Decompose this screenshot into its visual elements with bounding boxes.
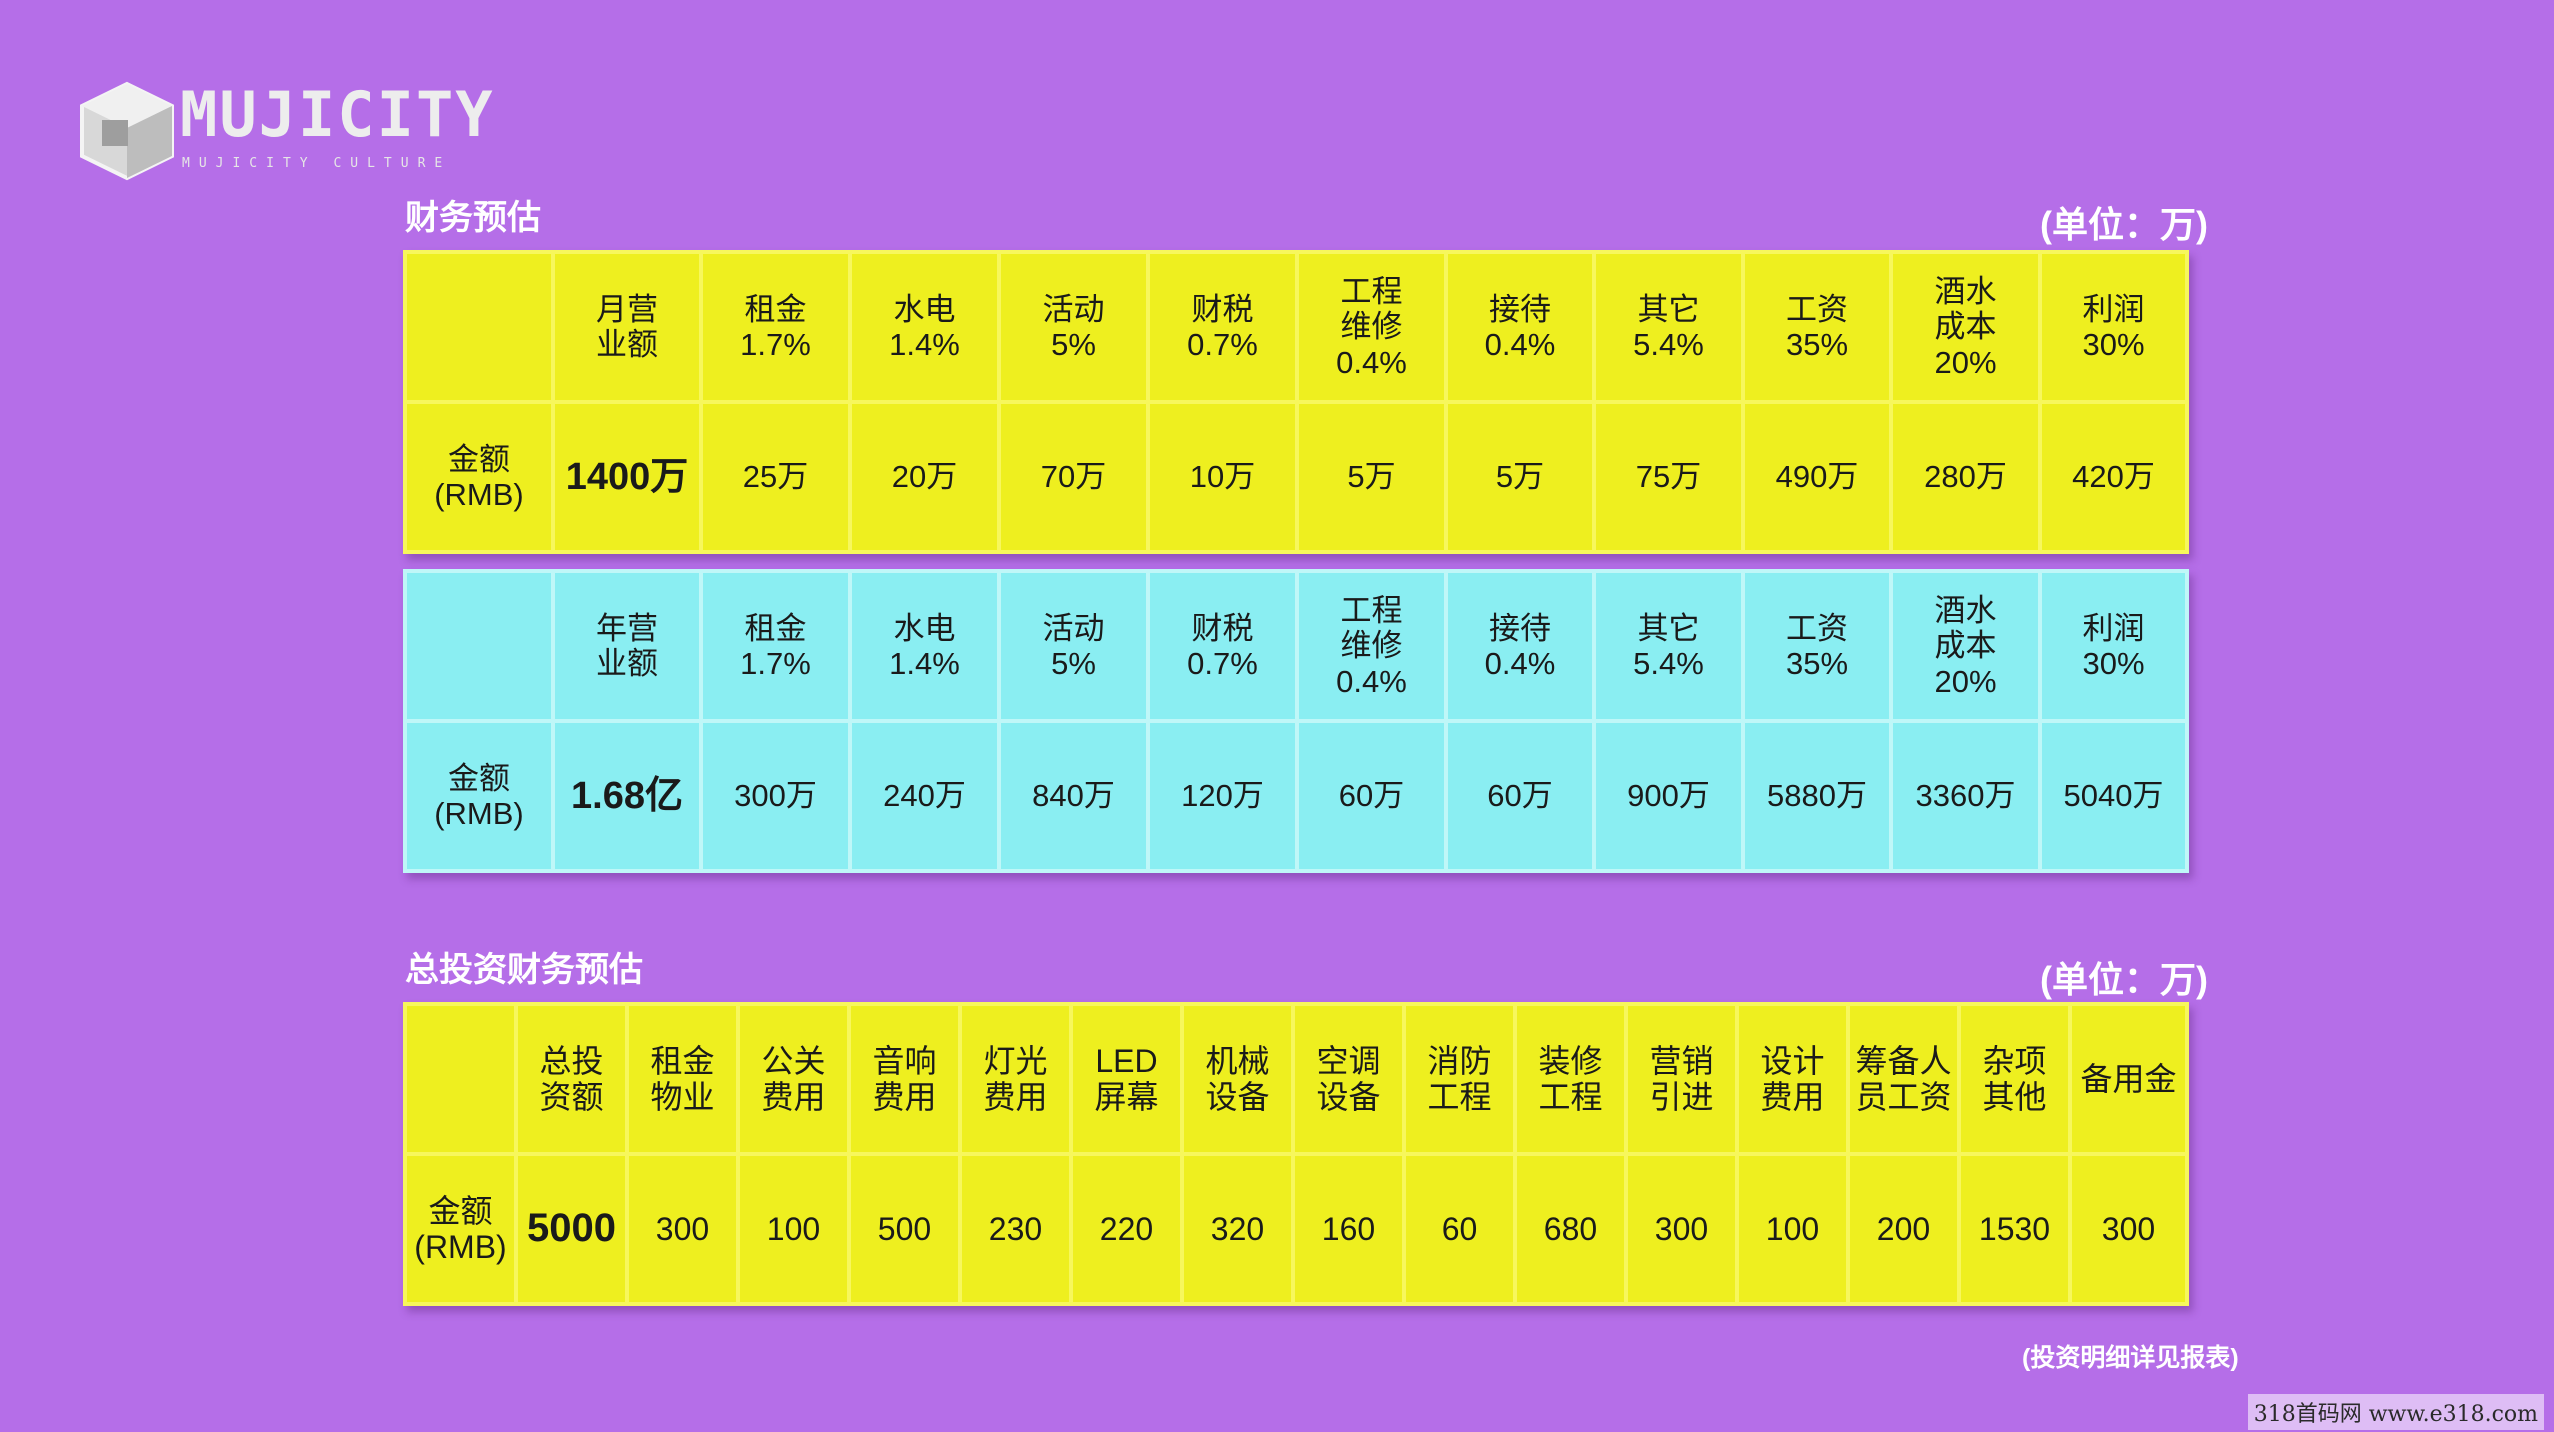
yearly-finance-table: 年营 业额 租金 1.7% 水电 1.4% 活动 5% 财税 0.7% 工程 维修 0.4…: [403, 569, 2189, 873]
value-cell: 60万: [1444, 719, 1596, 873]
value-cell: 100: [736, 1152, 851, 1306]
value-cell: 1400万: [551, 400, 703, 554]
value-cell: 60万: [1295, 719, 1448, 873]
header-cell: 音响 费用: [847, 1002, 962, 1156]
value-cell: 220: [1069, 1152, 1184, 1306]
section-title-finance: 财务预估: [405, 199, 541, 237]
header-cell: 水电 1.4%: [848, 250, 1001, 404]
value-cell: 5万: [1295, 400, 1448, 554]
header-cell: 装修 工程: [1513, 1002, 1628, 1156]
header-cell: LED 屏幕: [1069, 1002, 1184, 1156]
value-cell: 230: [958, 1152, 1073, 1306]
value-cell: 5880万: [1741, 719, 1893, 873]
header-cell: 酒水 成本 20%: [1889, 569, 2042, 723]
header-cell: 工资 35%: [1741, 569, 1893, 723]
value-cell: 70万: [997, 400, 1150, 554]
header-cell: 租金 1.7%: [699, 569, 852, 723]
header-cell: 筹备人 员工资: [1846, 1002, 1961, 1156]
value-cell: 300: [625, 1152, 740, 1306]
header-cell: 其它 5.4%: [1592, 250, 1745, 404]
value-cell: 240万: [848, 719, 1001, 873]
table-row: 金额 (RMB) 5000 300 100 500 230 220 320 160 60 680 30…: [403, 1152, 2189, 1306]
header-cell: [403, 1002, 518, 1156]
value-cell: 5040万: [2038, 719, 2189, 873]
unit-label-finance: (单位：万): [2040, 204, 2208, 245]
value-cell: 200: [1846, 1152, 1961, 1306]
header-cell: 备用金: [2068, 1002, 2189, 1156]
value-cell: 10万: [1146, 400, 1299, 554]
header-cell: 其它 5.4%: [1592, 569, 1745, 723]
table-row: 金额 (RMB) 1.68亿 300万 240万 840万 120万 60万 60万 900万 5…: [403, 719, 2189, 873]
header-cell: 总投 资额: [514, 1002, 629, 1156]
header-cell: 活动 5%: [997, 250, 1150, 404]
header-cell: 设计 费用: [1735, 1002, 1850, 1156]
value-cell: 60: [1402, 1152, 1517, 1306]
header-cell: 灯光 费用: [958, 1002, 1073, 1156]
value-cell: 3360万: [1889, 719, 2042, 873]
value-cell: 840万: [997, 719, 1150, 873]
row-label-cell: 金额 (RMB): [403, 719, 555, 873]
header-cell: [403, 250, 555, 404]
value-cell: 5万: [1444, 400, 1596, 554]
header-cell: 营销 引进: [1624, 1002, 1739, 1156]
value-cell: 75万: [1592, 400, 1745, 554]
header-cell: 公关 费用: [736, 1002, 851, 1156]
header-cell: 年营 业额: [551, 569, 703, 723]
watermark: 318首码网 www.e318.com: [2247, 1394, 2544, 1430]
value-cell: 300万: [699, 719, 852, 873]
value-cell: 20万: [848, 400, 1001, 554]
header-cell: 工资 35%: [1741, 250, 1893, 404]
unit-label-investment: (单位：万): [2040, 959, 2208, 1000]
header-cell: 杂项 其他: [1957, 1002, 2072, 1156]
value-cell: 280万: [1889, 400, 2042, 554]
header-cell: 租金 物业: [625, 1002, 740, 1156]
value-cell: 420万: [2038, 400, 2189, 554]
row-label-cell: 金额 (RMB): [403, 1152, 518, 1306]
section-title-investment: 总投资财务预估: [405, 951, 643, 989]
value-cell: 120万: [1146, 719, 1299, 873]
logo-tagline: MUJICITY CULTURE: [182, 156, 452, 171]
value-cell: 160: [1291, 1152, 1406, 1306]
value-cell: 1.68亿: [551, 719, 703, 873]
header-cell: 酒水 成本 20%: [1889, 250, 2042, 404]
header-cell: 接待 0.4%: [1444, 569, 1596, 723]
value-cell: 5000: [514, 1152, 629, 1306]
header-cell: 工程 维修 0.4%: [1295, 569, 1448, 723]
header-cell: 水电 1.4%: [848, 569, 1001, 723]
value-cell: 1530: [1957, 1152, 2072, 1306]
monthly-finance-table: 月营 业额 租金 1.7% 水电 1.4% 活动 5% 财税 0.7% 工程 维修 0.4…: [403, 250, 2189, 554]
value-cell: 300: [1624, 1152, 1739, 1306]
logo: MUJICITY MUJICITY CULTURE: [72, 76, 493, 186]
header-cell: 工程 维修 0.4%: [1295, 250, 1448, 404]
report-note: (投资明细详见报表): [2022, 1344, 2239, 1372]
investment-table: 总投 资额 租金 物业 公关 费用 音响 费用 灯光 费用 LED 屏幕 机械 设备 空调 设…: [403, 1002, 2189, 1306]
row-label-cell: 金额 (RMB): [403, 400, 555, 554]
table-header-row: 年营 业额 租金 1.7% 水电 1.4% 活动 5% 财税 0.7% 工程 维修 0.4…: [403, 569, 2189, 723]
value-cell: 490万: [1741, 400, 1893, 554]
header-cell: 租金 1.7%: [699, 250, 852, 404]
header-cell: 接待 0.4%: [1444, 250, 1596, 404]
header-cell: 利润 30%: [2038, 250, 2189, 404]
header-cell: [403, 569, 555, 723]
header-cell: 利润 30%: [2038, 569, 2189, 723]
value-cell: 320: [1180, 1152, 1295, 1306]
header-cell: 机械 设备: [1180, 1002, 1295, 1156]
header-cell: 月营 业额: [551, 250, 703, 404]
header-cell: 消防 工程: [1402, 1002, 1517, 1156]
table-header-row: 总投 资额 租金 物业 公关 费用 音响 费用 灯光 费用 LED 屏幕 机械 设备 空调 设…: [403, 1002, 2189, 1156]
value-cell: 500: [847, 1152, 962, 1306]
value-cell: 680: [1513, 1152, 1628, 1306]
header-cell: 空调 设备: [1291, 1002, 1406, 1156]
header-cell: 活动 5%: [997, 569, 1150, 723]
logo-wordmark: MUJICITY: [180, 78, 495, 151]
value-cell: 900万: [1592, 719, 1745, 873]
value-cell: 100: [1735, 1152, 1850, 1306]
table-row: 金额 (RMB) 1400万 25万 20万 70万 10万 5万 5万 75万 490万 280万…: [403, 400, 2189, 554]
header-cell: 财税 0.7%: [1146, 569, 1299, 723]
value-cell: 300: [2068, 1152, 2189, 1306]
cube-logo-icon: [80, 81, 174, 181]
value-cell: 25万: [699, 400, 852, 554]
table-header-row: 月营 业额 租金 1.7% 水电 1.4% 活动 5% 财税 0.7% 工程 维修 0.4…: [403, 250, 2189, 404]
header-cell: 财税 0.7%: [1146, 250, 1299, 404]
